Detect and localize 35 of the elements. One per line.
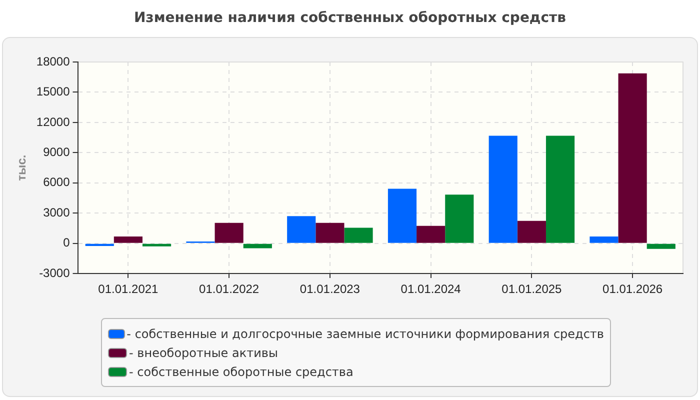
bar (445, 194, 474, 243)
bar (646, 244, 676, 249)
y-tick-label: 0 (63, 236, 70, 250)
bar (344, 228, 373, 243)
y-axis-title: тыс. (14, 154, 29, 181)
x-tick-label: 01.01.2025 (502, 282, 562, 296)
bar (546, 136, 575, 243)
y-tick-label: -3000 (39, 266, 70, 280)
legend-label: - внеоборотные активы (129, 346, 278, 360)
bar (590, 236, 618, 243)
bar (416, 226, 446, 243)
y-tick-label: 18000 (36, 54, 70, 68)
x-tick-label: 01.01.2024 (400, 282, 462, 296)
bar (517, 220, 546, 243)
x-tick-label: 01.01.2023 (300, 282, 360, 296)
y-tick-label: 12000 (36, 114, 70, 129)
chart-title: Изменение наличия собственных оборотных средств (132, 10, 568, 26)
bar (243, 244, 272, 248)
bar (214, 222, 244, 243)
legend-label: - собственные и долгосрочные заемные источники формирования средств (126, 326, 604, 340)
y-tick-label: 3000 (43, 205, 70, 220)
bar (142, 244, 172, 246)
bar (488, 136, 518, 243)
bar (618, 73, 647, 243)
bar (388, 188, 417, 243)
x-tick-label: 01.01.2022 (199, 282, 260, 296)
x-tick-label: 01.01.2021 (98, 282, 159, 296)
y-tick-label: 15000 (36, 84, 70, 99)
bar (114, 236, 142, 243)
legend-label: - собственные оборотные средства (129, 364, 354, 378)
y-tick-label: 9000 (43, 145, 70, 159)
x-tick-label: 01.01.2026 (602, 282, 663, 296)
bar (287, 216, 316, 243)
bar (316, 222, 344, 243)
y-tick-label: 6000 (43, 175, 70, 190)
